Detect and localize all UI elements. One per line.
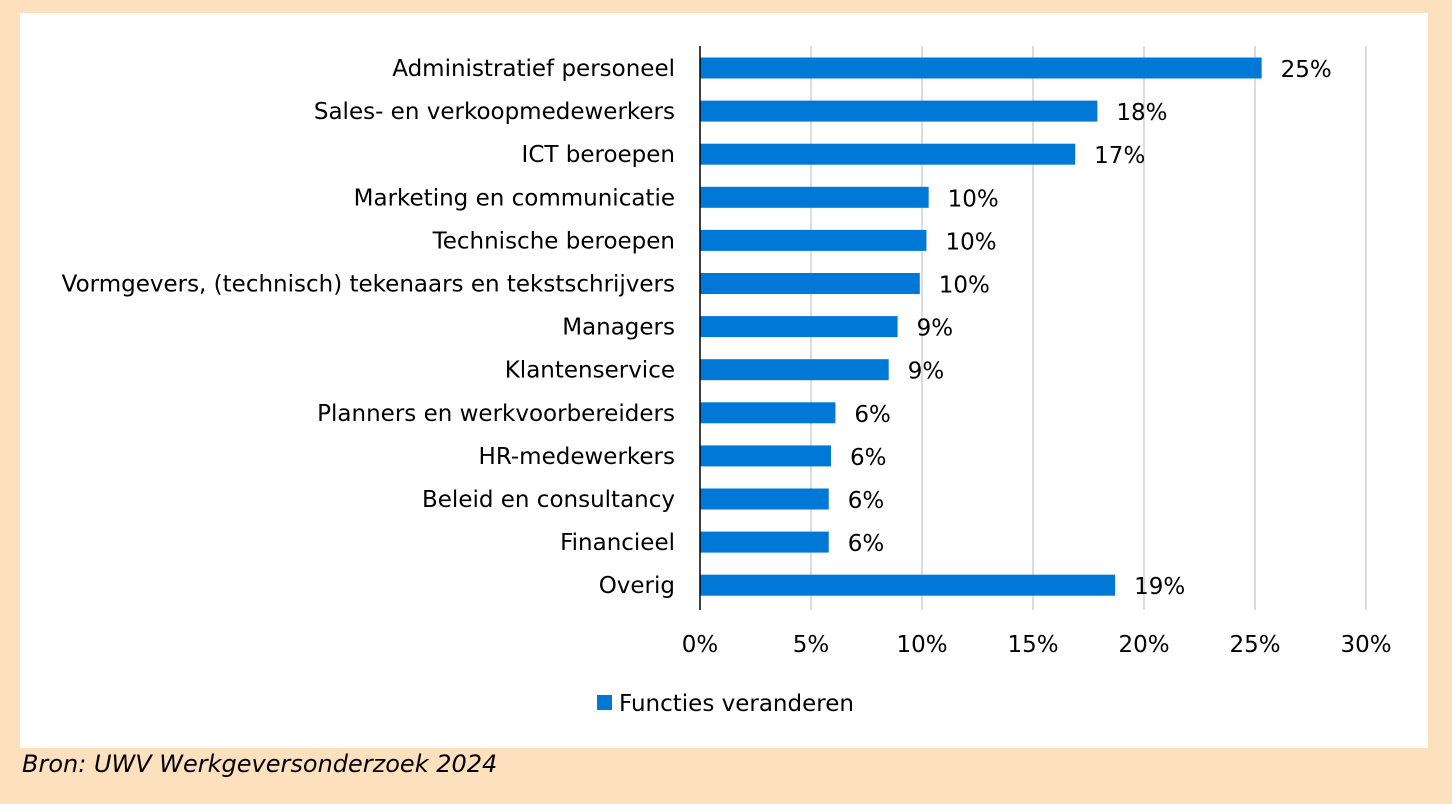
- x-tick-label: 20%: [1118, 632, 1169, 658]
- value-label: 25%: [1281, 57, 1332, 83]
- bars: [700, 57, 1262, 596]
- bar: [700, 273, 920, 294]
- bar: [700, 488, 829, 510]
- bar: [700, 100, 1098, 122]
- chart-panel: [20, 13, 1428, 748]
- x-axis-tick-labels: 0% 5% 10% 15% 20% 25% 30%: [682, 632, 1392, 658]
- category-label: Overig: [599, 573, 675, 599]
- value-labels: 25% 18% 17% 10% 10% 10% 9% 9% 6% 6% 6% 6% 19%: [848, 57, 1332, 600]
- legend: Functies veranderen: [597, 691, 854, 717]
- value-label: 18%: [1116, 100, 1167, 126]
- x-tick-label: 0%: [682, 632, 719, 658]
- gridlines: [810, 46, 1367, 610]
- category-label: Marketing en communicatie: [354, 185, 675, 211]
- category-label: Sales- en verkoopmedewerkers: [314, 99, 675, 125]
- category-label: ICT beroepen: [522, 142, 675, 168]
- category-label: Vormgevers, (technisch) tekenaars en tek…: [62, 272, 675, 298]
- category-label: HR-medewerkers: [479, 444, 675, 470]
- x-tick-label: 10%: [896, 632, 947, 658]
- value-label: 10%: [939, 273, 990, 299]
- category-label: Administratief personeel: [392, 56, 675, 82]
- category-labels: Administratief personeel Sales- en verkoo…: [62, 56, 675, 599]
- value-label: 10%: [945, 229, 996, 255]
- category-label: Beleid en consultancy: [422, 487, 675, 513]
- category-label: Klantenservice: [505, 358, 675, 384]
- bar: [700, 531, 829, 553]
- value-label: 6%: [848, 488, 885, 514]
- category-label: Technische beroepen: [432, 228, 675, 254]
- bar: [700, 359, 889, 381]
- value-label: 9%: [908, 359, 945, 385]
- bar: [700, 316, 898, 338]
- category-label: Planners en werkvoorbereiders: [317, 401, 675, 427]
- bar: [700, 445, 831, 467]
- bar: [700, 574, 1116, 596]
- bar: [700, 57, 1262, 79]
- value-label: 17%: [1094, 143, 1145, 169]
- value-label: 19%: [1134, 574, 1185, 600]
- value-label: 6%: [854, 402, 891, 428]
- value-label: 6%: [850, 445, 887, 471]
- legend-label: Functies veranderen: [619, 691, 854, 717]
- x-tick-label: 30%: [1340, 632, 1391, 658]
- source-note: Bron: UWV Werkgeversonderzoek 2024: [22, 750, 498, 778]
- legend-swatch: [597, 695, 612, 710]
- value-label: 6%: [848, 531, 885, 557]
- bar: [700, 229, 927, 251]
- bar: [700, 186, 929, 208]
- x-tick-label: 5%: [793, 632, 830, 658]
- bar: [700, 143, 1076, 165]
- x-tick-label: 25%: [1229, 632, 1280, 658]
- value-label: 9%: [917, 316, 954, 342]
- value-label: 10%: [948, 186, 999, 212]
- category-label: Managers: [562, 315, 675, 341]
- x-tick-label: 15%: [1007, 632, 1058, 658]
- bar: [700, 402, 836, 424]
- category-label: Financieel: [560, 530, 675, 556]
